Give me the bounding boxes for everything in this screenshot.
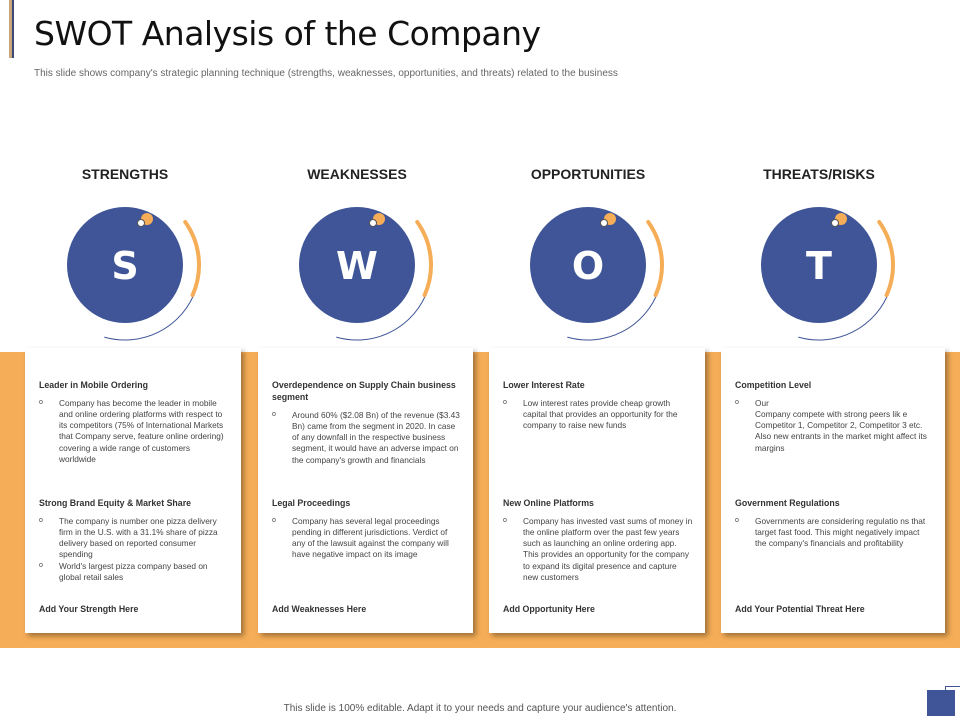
badge-strengths: S	[40, 195, 220, 355]
add-placeholder[interactable]: Add Weaknesses Here	[272, 604, 367, 614]
thin-arc	[104, 290, 196, 341]
add-placeholder[interactable]: Add Opportunity Here	[503, 604, 595, 614]
bullet-item: Governments are considering regulatio ns…	[735, 516, 933, 550]
bullet-item: Around 60% ($2.08 Bn) of the revenue ($3…	[272, 410, 461, 466]
badge-opportunities: O	[503, 195, 683, 355]
accent-bar-blue	[12, 0, 14, 58]
section: Strong Brand Equity & Market Share The co…	[39, 498, 229, 583]
thin-arc	[336, 290, 428, 341]
swot-letter: W	[336, 244, 378, 288]
bullet-item: The company is number one pizza delivery…	[39, 516, 229, 561]
add-placeholder[interactable]: Add Your Strength Here	[39, 604, 139, 614]
swot-letter: O	[572, 244, 604, 288]
bullet-list: Around 60% ($2.08 Bn) of the revenue ($3…	[272, 410, 461, 466]
letter-circle	[530, 207, 646, 323]
section-title: Strong Brand Equity & Market Share	[39, 498, 192, 508]
add-placeholder[interactable]: Add Your Potential Threat Here	[735, 604, 865, 614]
orange-arc	[415, 220, 433, 298]
bullet-item: World's largest pizza company based on g…	[39, 561, 229, 583]
page-title: SWOT Analysis of the Company	[34, 14, 541, 53]
section: Government Regulations Governments are co…	[735, 498, 933, 549]
bullet-item: Company has invested vast sums of money …	[503, 516, 693, 583]
ring-dot	[831, 219, 839, 227]
heading-threats: THREATS/RISKS	[763, 166, 875, 182]
letter-circle	[67, 207, 183, 323]
ring-dot	[137, 219, 145, 227]
heading-opportunities: OPPORTUNITIES	[530, 166, 646, 182]
bullet-item: Low interest rates provide cheap growth …	[503, 398, 693, 432]
thin-arc	[798, 290, 890, 341]
heading-weaknesses: WEAKNESSES	[307, 166, 407, 182]
card-strengths: Leader in Mobile Ordering Company has bec…	[25, 348, 241, 633]
footer-note: This slide is 100% editable. Adapt it to…	[283, 703, 677, 714]
accent-bar	[9, 0, 12, 58]
section-title: Overdependence on Supply Chain business …	[272, 380, 456, 402]
section: Legal Proceedings Company has several leg…	[272, 498, 461, 561]
section: Leader in Mobile Ordering Company has bec…	[39, 380, 229, 465]
swot-letter: S	[111, 244, 138, 288]
bullet-list: Low interest rates provide cheap growth …	[503, 398, 693, 432]
bullet-item: Our Company compete with strong peers li…	[735, 398, 933, 454]
section: New Online Platforms Company has invested…	[503, 498, 693, 583]
bullet-list: The company is number one pizza delivery…	[39, 516, 229, 583]
bullet-list: Company has invested vast sums of money …	[503, 516, 693, 583]
section: Overdependence on Supply Chain business …	[272, 380, 461, 466]
swot-letter: T	[806, 244, 832, 288]
orange-arc	[183, 220, 201, 298]
thin-arc	[567, 290, 659, 341]
card-threats: Competition Level Our Company compete wit…	[721, 348, 945, 633]
bullet-list: Our Company compete with strong peers li…	[735, 398, 933, 454]
bullet-list: Company has become the leader in mobile …	[39, 398, 229, 465]
bullet-item: Company has become the leader in mobile …	[39, 398, 229, 465]
section-title: Legal Proceedings	[272, 498, 351, 508]
ring-dot	[369, 219, 377, 227]
section-title: Government Regulations	[735, 498, 840, 508]
section: Lower Interest Rate Low interest rates pr…	[503, 380, 693, 431]
section-title: Competition Level	[735, 380, 812, 390]
bullet-list: Company has several legal proceedings pe…	[272, 516, 461, 561]
bullet-list: Governments are considering regulatio ns…	[735, 516, 933, 550]
page-subtitle: This slide shows company's strategic pla…	[34, 68, 618, 79]
ring-dot	[600, 219, 608, 227]
letter-circle	[299, 207, 415, 323]
badge-threats: T	[734, 195, 914, 355]
card-weaknesses: Overdependence on Supply Chain business …	[258, 348, 473, 633]
card-opportunities: Lower Interest Rate Low interest rates pr…	[489, 348, 705, 633]
section-title: Leader in Mobile Ordering	[39, 380, 148, 390]
letter-circle	[761, 207, 877, 323]
bullet-item: Company has several legal proceedings pe…	[272, 516, 461, 561]
orange-arc	[877, 220, 895, 298]
section-title: New Online Platforms	[503, 498, 594, 508]
orange-arc	[646, 220, 664, 298]
section: Competition Level Our Company compete wit…	[735, 380, 933, 454]
badge-weaknesses: W	[272, 195, 452, 355]
heading-strengths: STRENGTHS	[81, 166, 169, 182]
corner-decoration-box	[927, 690, 955, 716]
section-title: Lower Interest Rate	[503, 380, 585, 390]
